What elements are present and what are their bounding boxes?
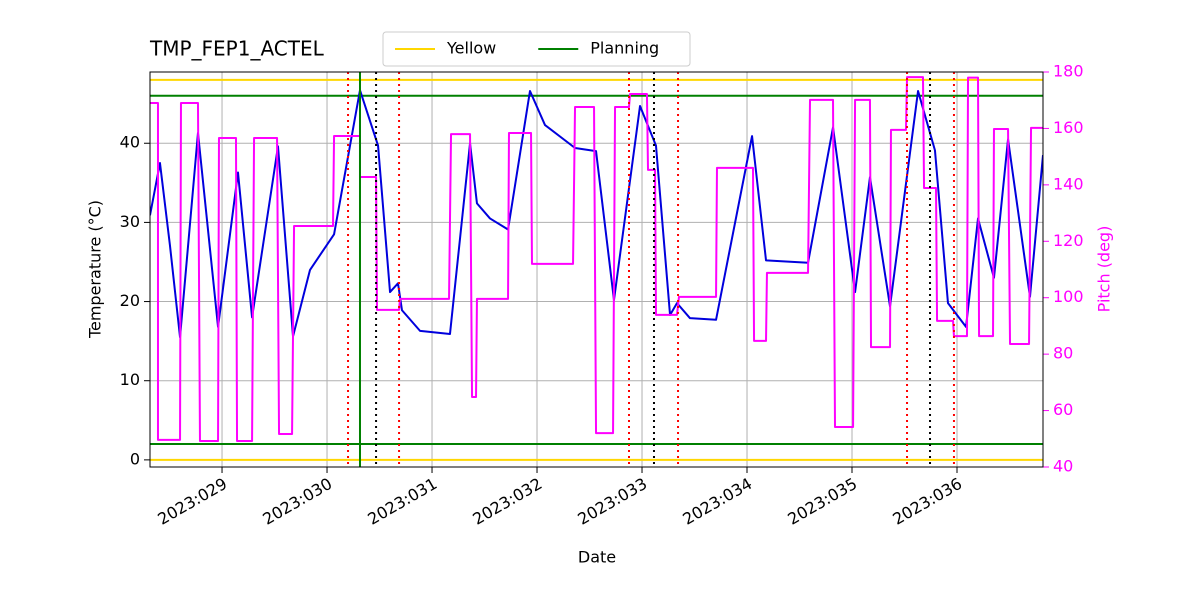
y2-tick-label: 80 xyxy=(1053,344,1073,363)
plot-clip xyxy=(150,72,1043,467)
x-axis-label: Date xyxy=(578,548,616,567)
data-line xyxy=(150,89,1043,339)
y-axis-label: Temperature (°C) xyxy=(86,200,105,339)
y-tick-label: 30 xyxy=(120,212,140,231)
y-tick-label: 0 xyxy=(130,449,140,468)
y2-axis-label: Pitch (deg) xyxy=(1095,226,1114,313)
y2-tick-label: 100 xyxy=(1053,287,1084,306)
y-tick-label: 20 xyxy=(120,291,140,310)
legend-box xyxy=(382,31,691,67)
y2-tick-label: 40 xyxy=(1053,457,1073,476)
legend-label: Planning xyxy=(590,39,659,58)
plot-frame xyxy=(149,71,1044,468)
y2-tick-label: 180 xyxy=(1053,62,1084,81)
chart-title: TMP_FEP1_ACTEL xyxy=(149,37,325,61)
y2-tick-label: 60 xyxy=(1053,400,1073,419)
y2-tick-label: 120 xyxy=(1053,231,1084,250)
legend: Yellow Planning xyxy=(382,31,691,67)
y-tick-label: 40 xyxy=(120,133,140,152)
data-line xyxy=(150,76,1043,443)
y2-tick-label: 140 xyxy=(1053,174,1084,193)
y-tick-label: 10 xyxy=(120,370,140,389)
legend-label: Yellow xyxy=(446,39,496,58)
y2-tick-label: 160 xyxy=(1053,118,1084,137)
